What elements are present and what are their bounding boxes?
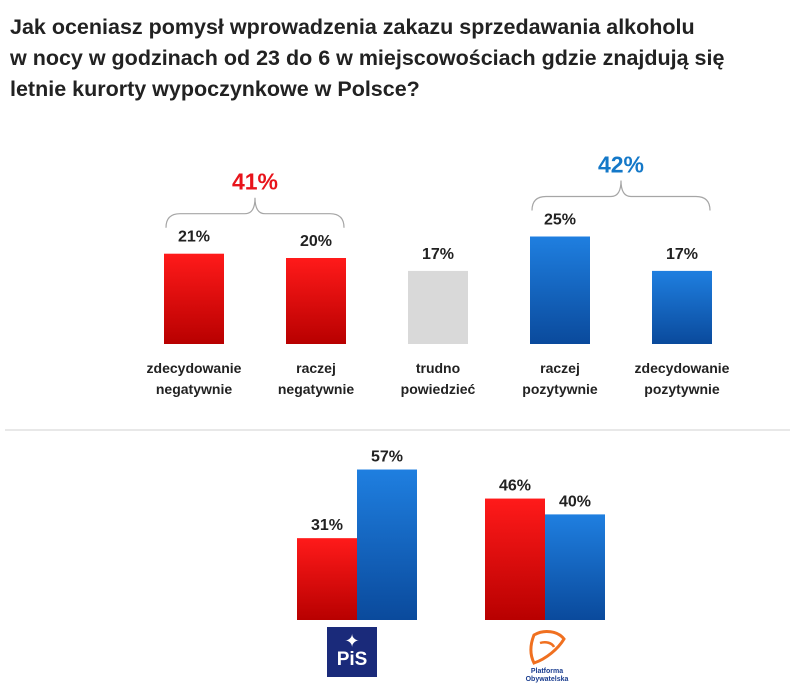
bottom-chart: 31% 57% 46% 40% bbox=[297, 449, 605, 620]
bar-pis-pozytywnie bbox=[357, 469, 417, 620]
bar-4 bbox=[530, 236, 590, 344]
bar-value-label: 17% bbox=[422, 246, 454, 263]
title-line-2: w nocy w godzinach od 23 do 6 w miejscow… bbox=[10, 46, 725, 70]
chart-title: Jak oceniasz pomysł wprowadzenia zakazu … bbox=[10, 12, 795, 105]
pis-logo-text: PiS bbox=[336, 649, 368, 670]
category-label-line: powiedzieć bbox=[400, 381, 476, 397]
category-label-line: zdecydowanie bbox=[634, 360, 730, 376]
bar-value-label: 46% bbox=[499, 478, 531, 495]
group-total-label: 41% bbox=[232, 169, 278, 195]
category-label: raczej pozytywnie bbox=[490, 358, 630, 400]
bar-pis-negatywnie bbox=[297, 538, 357, 620]
pis-logo: ✦ PiS bbox=[327, 627, 377, 677]
category-label-line: raczej bbox=[540, 360, 580, 376]
category-label-line: negatywnie bbox=[277, 381, 355, 397]
po-logo-line-1: Platforma bbox=[530, 668, 564, 675]
category-label-line: negatywnie bbox=[155, 381, 233, 397]
top-chart: 21% 20% 17% 25% 17% 41% 42% bbox=[164, 152, 712, 344]
po-logo-line-2: Obywatelska bbox=[525, 676, 569, 683]
eagle-icon: ✦ bbox=[344, 631, 360, 651]
title-line-3: letnie kurorty wypoczynkowe w Polsce? bbox=[10, 77, 420, 101]
group-total-label: 42% bbox=[598, 152, 644, 178]
category-label-line: pozytywnie bbox=[522, 381, 598, 397]
bar-value-label: 25% bbox=[544, 212, 576, 229]
bar-value-label: 20% bbox=[300, 233, 332, 250]
platforma-obywatelska-logo: Platforma Obywatelska bbox=[512, 625, 582, 687]
po-logo-text: Platforma Obywatelska bbox=[512, 668, 582, 684]
bar-2 bbox=[286, 258, 346, 344]
group-bracket bbox=[531, 180, 711, 211]
bar-1 bbox=[164, 253, 224, 344]
bar-value-label: 17% bbox=[666, 246, 698, 263]
category-label: raczej negatywnie bbox=[246, 358, 386, 400]
category-label-line: raczej bbox=[296, 360, 336, 376]
category-label: zdecydowanie pozytywnie bbox=[612, 358, 752, 400]
category-label-line: trudno bbox=[415, 360, 461, 376]
bar-platforma-obywatelska-pozytywnie bbox=[545, 514, 605, 620]
bar-5 bbox=[652, 270, 712, 344]
bar-value-label: 57% bbox=[371, 449, 403, 466]
bar-3 bbox=[408, 270, 468, 344]
bar-value-label: 40% bbox=[559, 493, 591, 510]
bar-value-label: 21% bbox=[178, 229, 210, 246]
bar-platforma-obywatelska-negatywnie bbox=[485, 498, 545, 620]
category-label-line: zdecydowanie bbox=[146, 360, 242, 376]
bar-value-label: 31% bbox=[311, 517, 343, 534]
category-label: trudno powiedzieć bbox=[368, 358, 508, 400]
title-line-1: Jak oceniasz pomysł wprowadzenia zakazu … bbox=[10, 15, 695, 39]
category-label-line: pozytywnie bbox=[644, 381, 720, 397]
po-swoosh-icon bbox=[529, 630, 566, 665]
group-bracket bbox=[165, 197, 345, 228]
category-label: zdecydowanie negatywnie bbox=[124, 358, 264, 400]
